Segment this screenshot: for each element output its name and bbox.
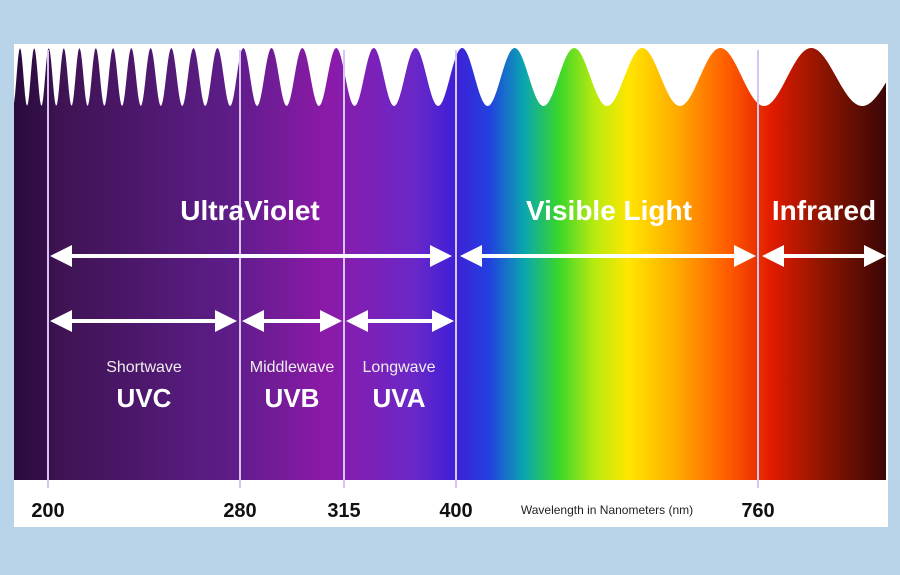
tick-label-280: 280 [223,500,256,522]
infrared-range-arrow [762,245,886,267]
region-arrows [50,245,886,267]
divider-lines [47,50,759,488]
uvb-range-arrow [242,310,342,332]
ultraviolet-label: UltraViolet [180,195,320,226]
uva-range-arrow [346,310,454,332]
tick-label-760: 760 [741,500,774,522]
uvc-range-arrow [50,310,237,332]
tick-label-315: 315 [327,500,360,522]
ultraviolet-range-arrow [50,245,452,267]
axis-title: Wavelength in Nanometers (nm) [521,503,693,517]
visible-range-arrow [460,245,756,267]
uvb-subtitle: Middlewave [250,359,335,376]
uva-subtitle: Longwave [363,359,436,376]
uva-label: UVA [373,383,426,413]
visible-light-label: Visible Light [526,195,692,226]
band-arrows [50,310,454,332]
uvb-label: UVB [265,383,320,413]
tick-label-200: 200 [31,500,64,522]
uvc-label: UVC [117,383,172,413]
spectrum-gradient-band [14,48,886,480]
uvc-subtitle: Shortwave [106,359,182,376]
infrared-label: Infrared [772,195,876,226]
tick-label-400: 400 [439,500,472,522]
